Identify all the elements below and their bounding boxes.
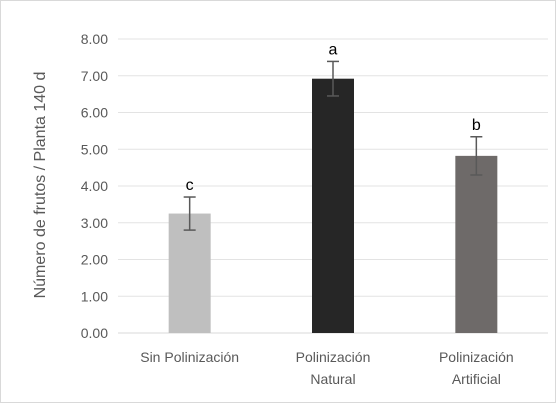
y-tick-label: 7.00 bbox=[81, 68, 108, 84]
category-label: Sin Polinización bbox=[140, 349, 239, 365]
bars: c a b bbox=[168, 41, 498, 333]
y-tick-label: 8.00 bbox=[81, 31, 108, 47]
y-tick-labels: 0.00 1.00 2.00 3.00 4.00 5.00 6.00 7.00 8.00 bbox=[81, 31, 108, 341]
y-tick-label: 1.00 bbox=[81, 288, 108, 304]
y-tick-label: 5.00 bbox=[81, 141, 108, 157]
y-axis-title: Número de frutos / Planta 140 d bbox=[32, 72, 49, 299]
y-tick-label: 4.00 bbox=[81, 178, 108, 194]
category-label: Artificial bbox=[452, 371, 501, 387]
significance-label: a bbox=[329, 41, 338, 58]
category-label: Polinización bbox=[296, 349, 371, 365]
y-tick-label: 3.00 bbox=[81, 215, 108, 231]
error-bar bbox=[470, 136, 483, 176]
category-label: Natural bbox=[310, 371, 355, 387]
bar bbox=[455, 155, 498, 333]
error-bar bbox=[327, 60, 339, 97]
error-bar bbox=[183, 196, 196, 231]
y-tick-label: 2.00 bbox=[81, 252, 108, 268]
category-label: Polinización bbox=[439, 349, 514, 365]
y-tick-label: 6.00 bbox=[81, 105, 108, 121]
bar bbox=[168, 213, 211, 333]
significance-label: c bbox=[186, 177, 194, 194]
bar bbox=[312, 78, 354, 333]
significance-label: b bbox=[472, 117, 481, 134]
category-labels: Sin Polinización Polinización Natural Polin… bbox=[140, 349, 513, 387]
y-tick-label: 0.00 bbox=[81, 325, 108, 341]
